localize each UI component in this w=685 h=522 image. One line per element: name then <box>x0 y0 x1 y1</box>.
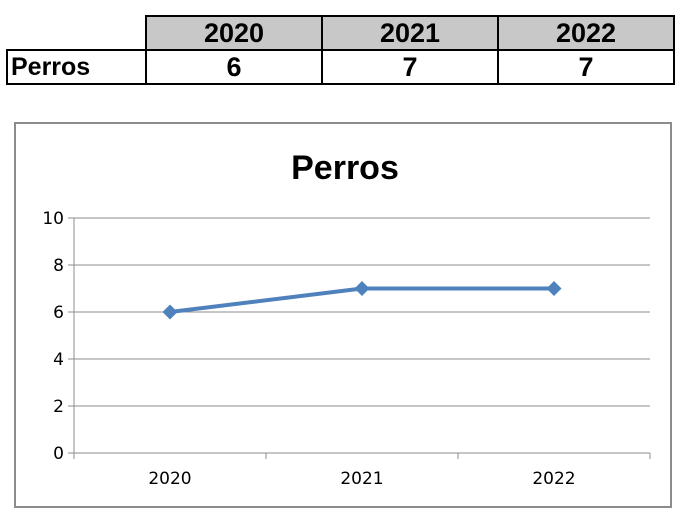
y-tick-label: 6 <box>53 303 64 323</box>
table-year-header: 2020 <box>145 15 323 51</box>
table-value-cell: 7 <box>321 49 499 85</box>
y-tick-label: 2 <box>53 397 64 417</box>
table-row: Perros 6 7 7 <box>6 49 675 85</box>
chart-area: Perros 0 2 4 6 8 10 2020 2021 2022 <box>14 122 672 508</box>
table-row-label: Perros <box>6 49 147 85</box>
x-tick-label: 2020 <box>148 469 191 489</box>
data-table: 2020 2021 2022 Perros 6 7 7 <box>6 15 675 85</box>
chart-title: Perros <box>291 149 399 187</box>
table-value-cell: 6 <box>145 49 323 85</box>
data-point <box>546 281 562 296</box>
x-tick-label: 2021 <box>340 469 383 489</box>
data-point <box>162 304 178 320</box>
table-year-header: 2021 <box>321 15 499 51</box>
y-tick-label: 10 <box>42 209 64 229</box>
table-corner-cell <box>7 16 146 50</box>
y-tick-label: 0 <box>53 444 64 464</box>
line-chart: Perros 0 2 4 6 8 10 2020 2021 2022 <box>42 149 651 489</box>
y-tick-label: 8 <box>53 256 64 276</box>
table-header-row: 2020 2021 2022 <box>7 15 675 51</box>
y-tick-label: 4 <box>53 350 64 370</box>
table-year-header: 2022 <box>497 15 675 51</box>
table-value-cell: 7 <box>497 49 675 85</box>
data-point <box>354 281 370 296</box>
x-tick-label: 2022 <box>532 469 575 489</box>
